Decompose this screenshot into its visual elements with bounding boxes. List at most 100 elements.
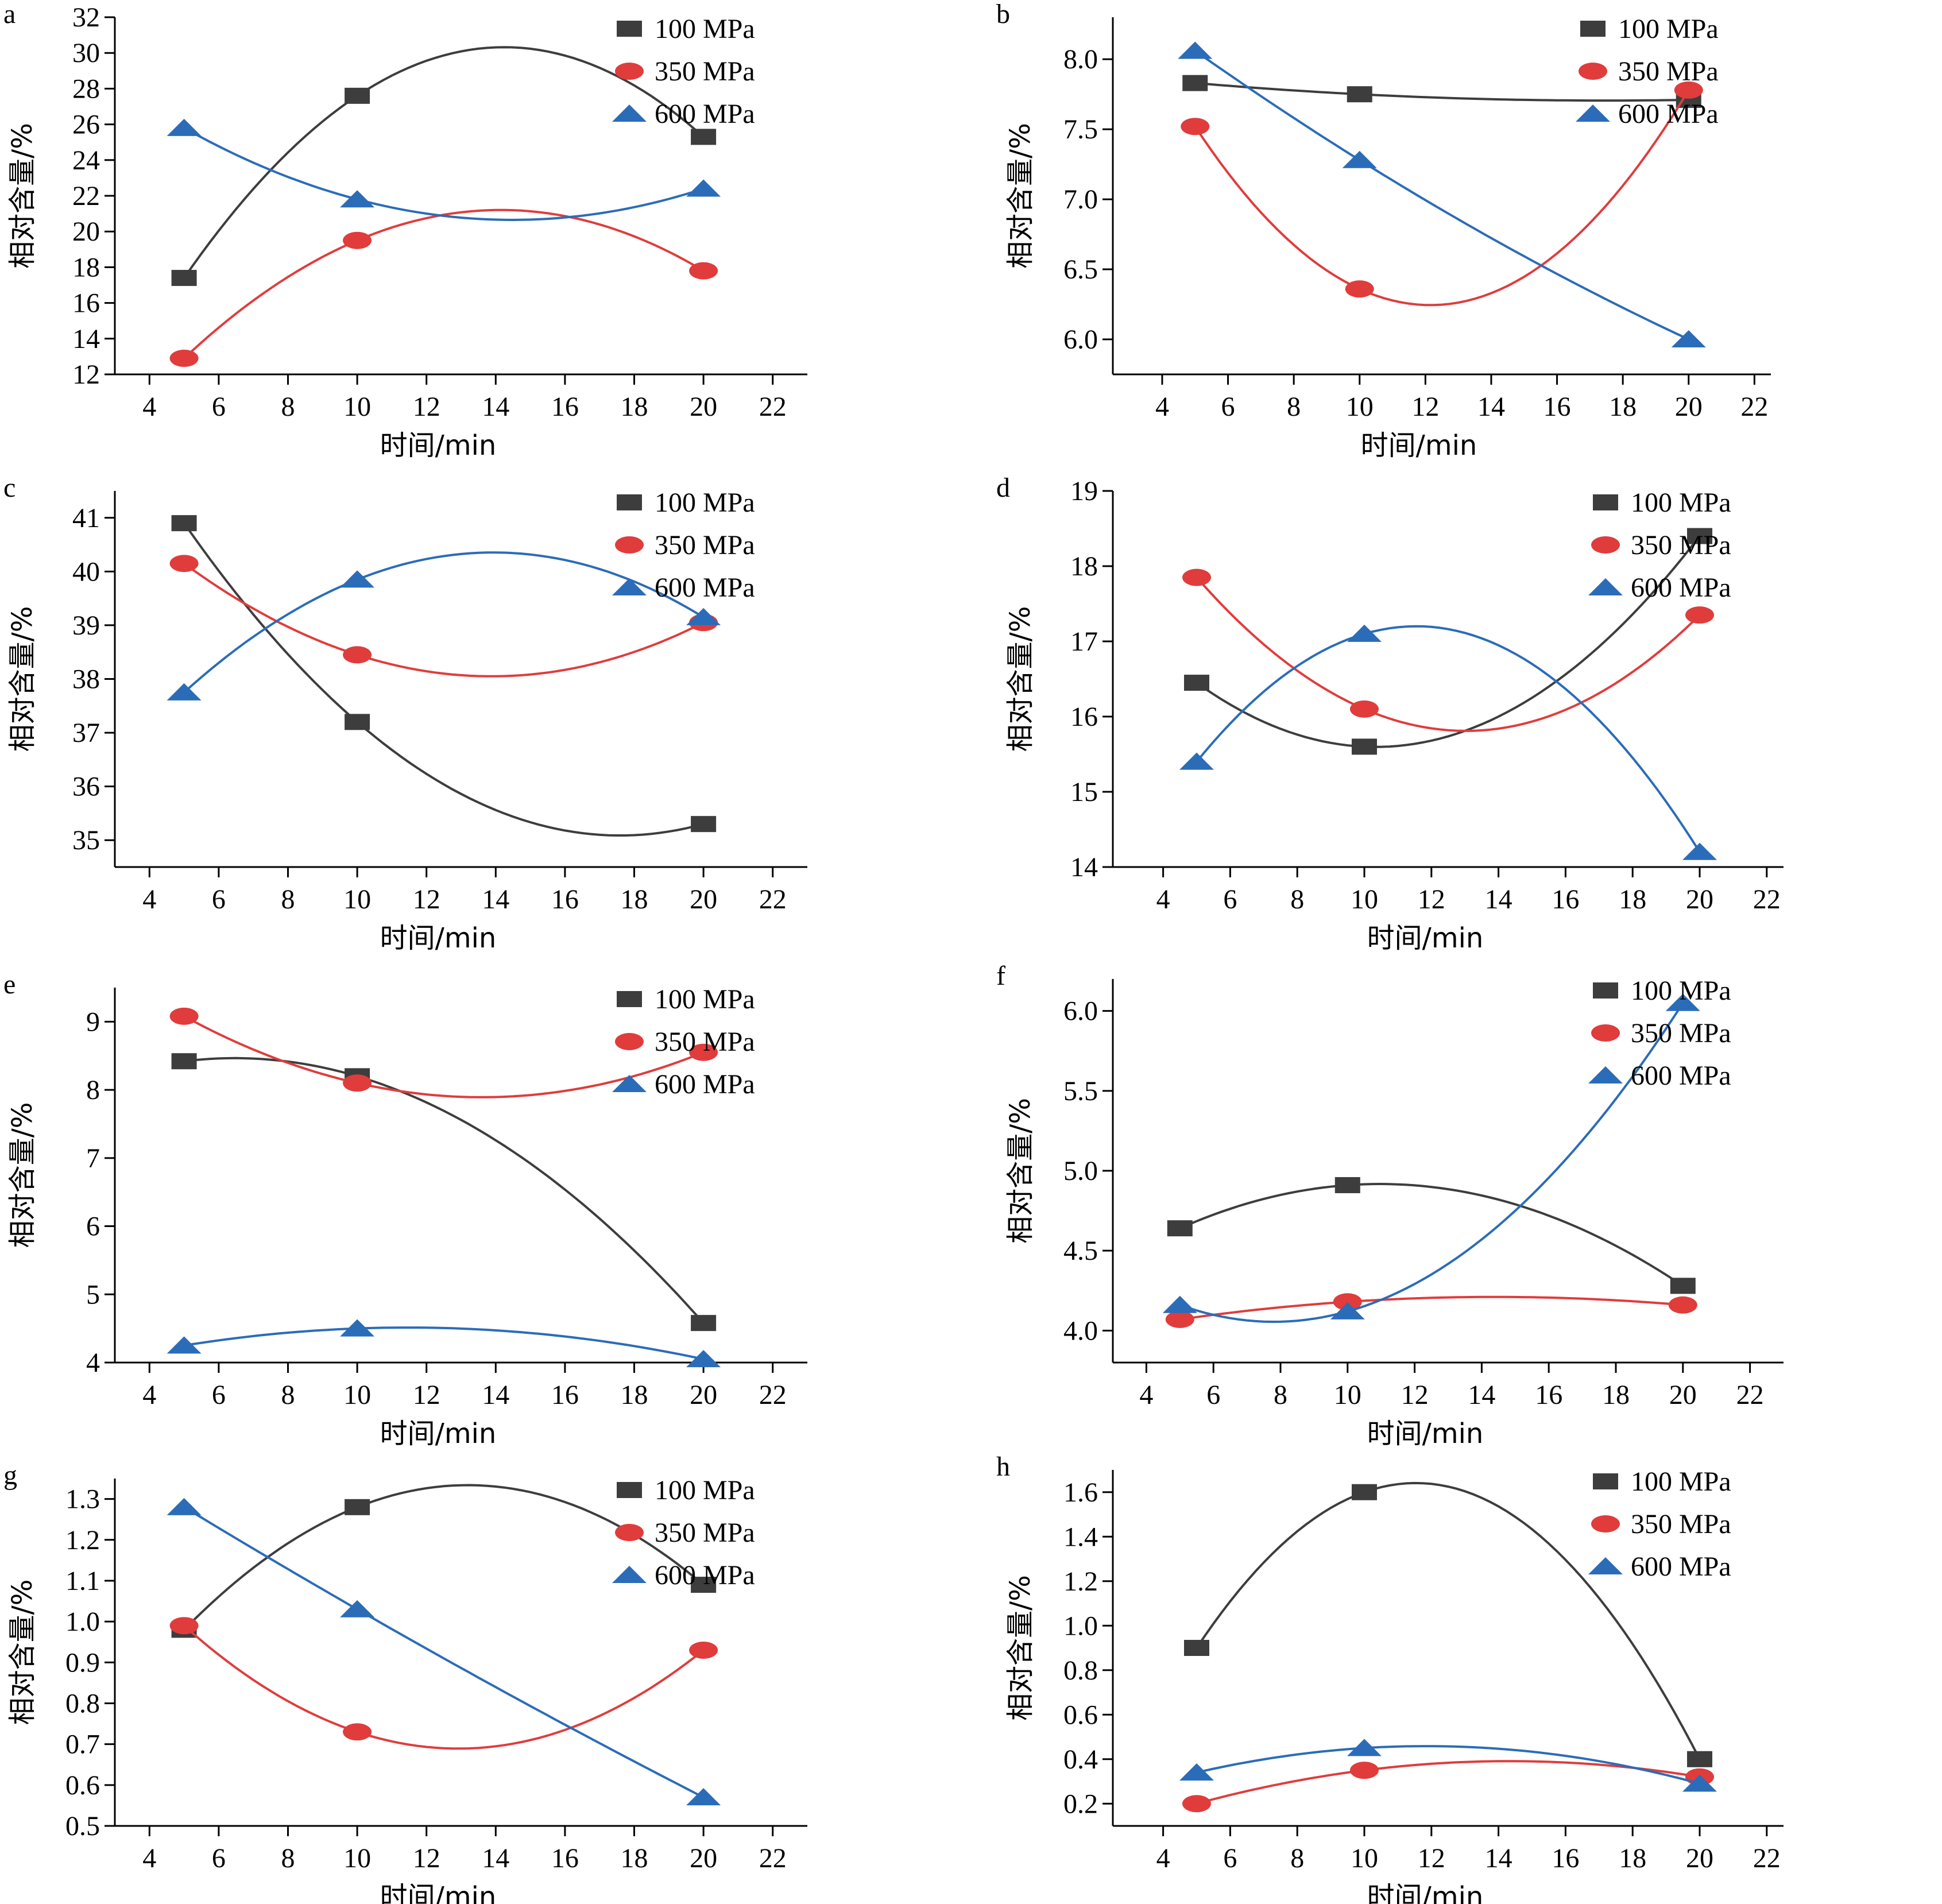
legend-swatch-circle	[1591, 1515, 1620, 1533]
legend-entry: 350 MPa	[1631, 530, 1731, 560]
x-axis-title: 时间/min	[1367, 1881, 1484, 1904]
data-point-circle	[1182, 1795, 1211, 1813]
legend-entry: 350 MPa	[1618, 56, 1719, 87]
fit-curve-triangle	[183, 551, 705, 694]
data-point-square	[691, 1577, 717, 1593]
fit-curve-square	[1195, 82, 1689, 102]
y-tick-label: 18	[1070, 551, 1098, 582]
fit-curve-square	[184, 1057, 705, 1324]
data-point-circle	[1345, 280, 1374, 298]
y-tick-label: 17	[1070, 626, 1098, 657]
y-tick-label: 14	[1070, 852, 1098, 883]
x-tick-label: 6	[212, 392, 226, 422]
legend-entry: 350 MPa	[655, 1027, 755, 1057]
y-tick-label: 0.8	[65, 1688, 100, 1719]
legend-entry: 350 MPa	[1631, 1509, 1731, 1539]
data-point-triangle	[167, 1336, 202, 1354]
data-point-square	[1334, 1177, 1360, 1194]
x-tick-label: 10	[343, 884, 371, 915]
x-tick-label: 18	[621, 1843, 648, 1874]
y-tick-label: 0.9	[65, 1647, 100, 1678]
data-point-triangle	[1330, 1302, 1365, 1319]
y-tick-label: 0.8	[1063, 1655, 1098, 1686]
legend-entry: 600 MPa	[655, 1560, 755, 1590]
panel-letter: a	[3, 0, 16, 29]
data-point-triangle	[340, 1600, 375, 1617]
data-point-square	[1182, 75, 1208, 91]
panel-d: 4 6 8 10 12 14 16 18 20 22 14 15 16 17 18 19 时间/min 相对含量/…	[996, 473, 1784, 954]
data-point-square	[345, 1499, 370, 1515]
data-point-triangle	[340, 570, 375, 588]
x-tick-label: 18	[1619, 884, 1646, 915]
x-tick-label: 8	[1287, 392, 1301, 422]
x-tick-label: 14	[482, 1380, 509, 1410]
x-axis-title: 时间/min	[1367, 1418, 1484, 1450]
legend-entry: 100 MPa	[1618, 14, 1719, 44]
panel-letter: f	[996, 961, 1005, 991]
data-point-circle	[1181, 118, 1210, 136]
legend-entry: 600 MPa	[655, 99, 755, 129]
y-tick-label: 37	[72, 718, 100, 748]
data-point-square	[171, 1053, 197, 1070]
data-point-triangle	[1665, 993, 1700, 1011]
x-tick-label: 10	[1334, 1380, 1361, 1410]
legend-entry: 350 MPa	[655, 56, 755, 87]
x-tick-label: 4	[1156, 884, 1170, 915]
x-tick-label: 22	[1736, 1380, 1764, 1410]
legend-swatch-circle	[615, 1033, 644, 1050]
x-tick-label: 14	[1485, 1843, 1512, 1874]
data-point-circle	[689, 262, 718, 280]
x-tick-label: 6	[212, 1843, 226, 1874]
legend-swatch-square	[1593, 982, 1618, 999]
x-tick-label: 18	[621, 1380, 648, 1410]
y-tick-label: 26	[72, 110, 100, 140]
y-axis-title: 相对含量/%	[1004, 606, 1036, 752]
data-point-circle	[169, 555, 199, 572]
legend-swatch-triangle	[1588, 1557, 1623, 1574]
fit-curve-triangle	[1196, 1745, 1700, 1785]
data-point-triangle	[340, 190, 375, 208]
x-tick-label: 8	[281, 884, 295, 915]
legend-entry: 350 MPa	[1631, 1018, 1731, 1048]
x-tick-label: 12	[413, 392, 440, 422]
data-point-circle	[1674, 81, 1703, 99]
x-tick-label: 20	[690, 884, 717, 915]
y-tick-label: 7.0	[1063, 184, 1098, 215]
fit-curve-circle	[183, 562, 704, 678]
fit-curve-triangle	[183, 1506, 705, 1798]
x-tick-label: 16	[1552, 884, 1579, 915]
x-tick-label: 12	[413, 1843, 440, 1874]
data-point-triangle	[1342, 150, 1377, 168]
data-point-triangle	[1682, 1774, 1717, 1792]
x-axis-title: 时间/min	[380, 429, 497, 462]
fit-curve-circle	[1196, 576, 1701, 732]
y-tick-label: 36	[72, 772, 100, 802]
x-tick-label: 14	[1468, 1380, 1495, 1410]
data-point-triangle	[340, 1319, 375, 1337]
x-tick-label: 6	[1206, 1380, 1220, 1410]
x-tick-label: 22	[1753, 884, 1781, 915]
panel-a: 4 6 8 10 12 14 16 18 20 22 12 14 16 18 20 22 24 26 28 30 32 时…	[3, 0, 807, 462]
x-tick-label: 8	[281, 392, 295, 422]
y-axis-title: 相对含量/%	[6, 123, 38, 269]
data-point-square	[1687, 528, 1712, 544]
x-tick-label: 22	[1753, 1843, 1781, 1874]
x-tick-label: 20	[1686, 1843, 1713, 1874]
x-tick-label: 4	[142, 1380, 156, 1410]
y-tick-label: 24	[72, 145, 100, 176]
y-tick-label: 0.2	[1063, 1789, 1098, 1819]
y-tick-label: 22	[72, 181, 100, 211]
x-tick-label: 10	[343, 392, 371, 422]
fit-curve-triangle	[1179, 1002, 1684, 1323]
y-tick-label: 6	[86, 1212, 100, 1242]
y-tick-label: 8.0	[1063, 44, 1098, 75]
x-tick-label: 4	[142, 392, 156, 422]
x-tick-label: 12	[1418, 1843, 1445, 1874]
y-axis-title: 相对含量/%	[6, 1102, 38, 1248]
fit-curve-square	[1179, 1182, 1684, 1287]
legend-swatch-square	[617, 21, 642, 37]
panel-letter: e	[3, 969, 16, 1000]
x-tick-label: 18	[1602, 1380, 1630, 1410]
x-tick-label: 16	[1552, 1843, 1579, 1874]
legend-entry: 100 MPa	[1631, 976, 1731, 1006]
